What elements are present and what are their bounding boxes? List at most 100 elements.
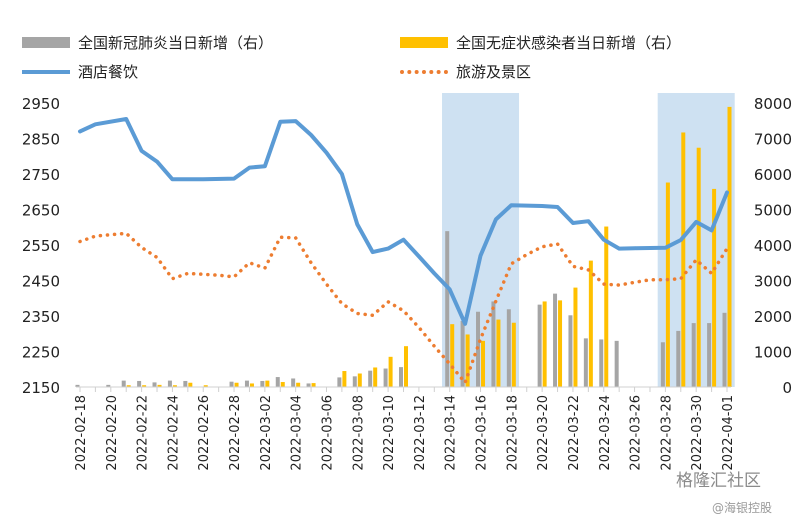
bar-asymptomatic bbox=[357, 373, 362, 387]
left-tick-label: 2550 bbox=[22, 237, 60, 255]
x-tick-label: 2022-02-26 bbox=[197, 395, 212, 471]
bar-confirmed bbox=[691, 323, 696, 387]
bar-confirmed bbox=[291, 378, 296, 387]
x-tick-label: 2022-02-24 bbox=[166, 395, 181, 471]
bar-asymptomatic bbox=[511, 322, 516, 387]
bar-asymptomatic bbox=[203, 385, 208, 387]
x-tick-label: 2022-03-24 bbox=[598, 395, 613, 471]
bar-asymptomatic bbox=[665, 182, 670, 387]
legend-item-confirmed: 全国新冠肺炎当日新增（右） bbox=[22, 32, 273, 53]
bar-asymptomatic bbox=[249, 383, 254, 387]
x-tick-label: 2022-03-26 bbox=[629, 395, 644, 471]
bar-confirmed bbox=[707, 323, 712, 387]
bar-confirmed bbox=[352, 376, 357, 387]
bar-confirmed bbox=[183, 380, 188, 387]
watermark-author: @海银控股 bbox=[712, 501, 773, 515]
bar-asymptomatic bbox=[450, 324, 455, 387]
bar-asymptomatic bbox=[542, 301, 547, 387]
legend-swatch-tourism bbox=[400, 69, 448, 74]
legend-item-hotel: 酒店餐饮 bbox=[22, 61, 138, 82]
shaded-region bbox=[442, 93, 520, 387]
bar-asymptomatic bbox=[157, 384, 162, 387]
bar-confirmed bbox=[229, 381, 234, 387]
bar-asymptomatic bbox=[311, 383, 316, 387]
x-tick-label: 2022-03-16 bbox=[475, 395, 490, 471]
right-tick-label: 5000 bbox=[754, 202, 792, 220]
x-tick-label: 2022-02-20 bbox=[105, 395, 120, 471]
legend-swatch-confirmed bbox=[22, 37, 70, 48]
right-tick-label: 4000 bbox=[754, 237, 792, 255]
right-tick-label: 2000 bbox=[754, 308, 792, 326]
bar-asymptomatic bbox=[296, 382, 301, 387]
x-tick-label: 2022-03-12 bbox=[413, 395, 428, 471]
x-tick-label: 2022-04-01 bbox=[721, 395, 736, 471]
bar-confirmed bbox=[537, 304, 542, 387]
bar-confirmed bbox=[244, 380, 249, 387]
x-tick-label: 2022-02-18 bbox=[74, 395, 89, 471]
bar-confirmed bbox=[614, 340, 619, 387]
x-tick-label: 2022-03-20 bbox=[536, 395, 551, 471]
bar-confirmed bbox=[75, 384, 80, 387]
x-tick-label: 2022-03-28 bbox=[659, 395, 674, 471]
x-tick-label: 2022-03-30 bbox=[690, 395, 705, 471]
x-tick-label: 2022-03-18 bbox=[505, 395, 520, 471]
bar-confirmed bbox=[506, 309, 511, 387]
bar-asymptomatic bbox=[373, 367, 378, 387]
bar-confirmed bbox=[306, 383, 311, 387]
bar-confirmed bbox=[568, 315, 573, 387]
left-tick-label: 2650 bbox=[22, 202, 60, 220]
axes: 2150 2250 2350 2450 2550 2650 2750 2850 2950 0 100… bbox=[22, 95, 792, 471]
bar-confirmed bbox=[137, 380, 142, 387]
bar-asymptomatic bbox=[496, 319, 501, 387]
line-hotel bbox=[78, 117, 729, 326]
bar-confirmed bbox=[399, 367, 403, 387]
bar-asymptomatic bbox=[588, 260, 593, 387]
x-tick-label: 2022-03-08 bbox=[351, 395, 366, 471]
left-tick-label: 2250 bbox=[22, 344, 60, 362]
legend-label-confirmed: 全国新冠肺炎当日新增（右） bbox=[78, 34, 274, 52]
bar-asymptomatic bbox=[234, 382, 239, 387]
bar-confirmed bbox=[106, 384, 111, 387]
bar-confirmed bbox=[337, 377, 342, 387]
bar-asymptomatic bbox=[573, 287, 578, 387]
bar-confirmed bbox=[460, 320, 465, 387]
right-tick-label: 3000 bbox=[754, 273, 792, 291]
bar-asymptomatic bbox=[172, 385, 177, 387]
bar-asymptomatic bbox=[712, 188, 717, 387]
watermark-community: 格隆汇社区 bbox=[676, 471, 761, 491]
left-tick-label: 2950 bbox=[22, 95, 60, 113]
bar-confirmed bbox=[660, 342, 665, 387]
bar-asymptomatic bbox=[696, 147, 701, 387]
legend-item-asymptomatic: 全国无症状感染者当日新增（右） bbox=[400, 32, 681, 53]
shaded-region bbox=[657, 93, 735, 387]
left-tick-label: 2350 bbox=[22, 308, 60, 326]
legend-label-tourism: 旅游及景区 bbox=[456, 63, 532, 81]
bar-asymptomatic bbox=[388, 356, 393, 387]
bar-confirmed bbox=[445, 231, 450, 387]
x-tick-label: 2022-02-22 bbox=[136, 395, 151, 471]
bar-confirmed bbox=[260, 380, 265, 387]
bar-asymptomatic bbox=[681, 132, 686, 387]
chart-legend: 全国新冠肺炎当日新增（右） 全国无症状感染者当日新增（右） 酒店餐饮 旅游及景区 bbox=[0, 0, 800, 90]
bar-asymptomatic bbox=[342, 371, 347, 387]
bar-confirmed bbox=[676, 330, 681, 387]
legend-swatch-hotel bbox=[22, 69, 70, 74]
bar-asymptomatic bbox=[481, 340, 486, 387]
line-tourism bbox=[78, 231, 729, 387]
x-tick-label: 2022-03-10 bbox=[382, 395, 397, 471]
x-tick-label: 2022-03-06 bbox=[320, 395, 335, 471]
x-tick-label: 2022-02-28 bbox=[228, 395, 243, 471]
x-tick-label: 2022-03-14 bbox=[444, 395, 459, 471]
legend-label-hotel: 酒店餐饮 bbox=[78, 63, 139, 81]
bar-confirmed bbox=[368, 370, 373, 387]
bar-asymptomatic bbox=[265, 380, 270, 387]
right-tick-label: 0 bbox=[782, 379, 792, 397]
left-tick-label: 2850 bbox=[22, 131, 60, 149]
bar-asymptomatic bbox=[604, 226, 609, 387]
shaded-regions bbox=[442, 93, 735, 387]
bar-asymptomatic bbox=[126, 385, 131, 387]
legend-label-asymptomatic: 全国无症状感染者当日新增（右） bbox=[456, 34, 682, 52]
bar-series bbox=[75, 106, 732, 387]
left-tick-label: 2150 bbox=[22, 379, 60, 397]
